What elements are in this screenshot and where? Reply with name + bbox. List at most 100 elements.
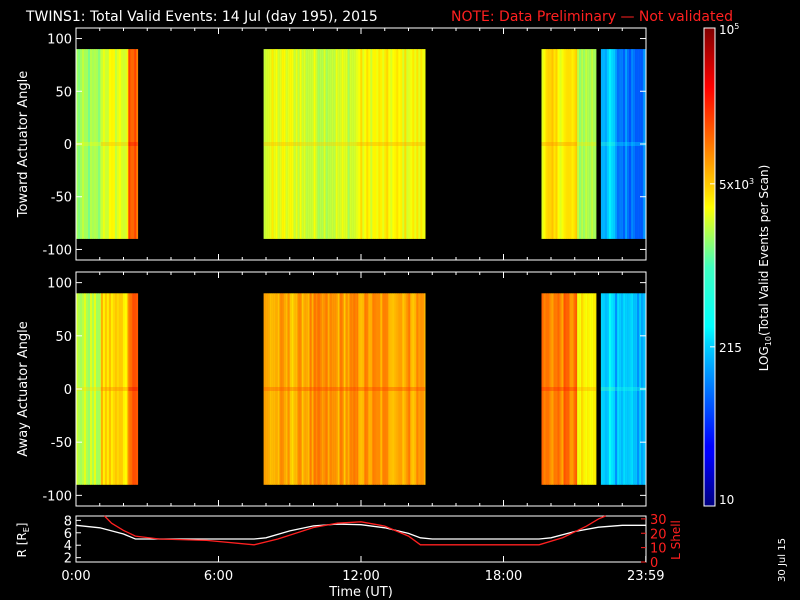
heatmap-cell — [311, 49, 314, 239]
heatmap-interval — [600, 49, 616, 239]
heatmap-cell — [619, 49, 622, 239]
heatmap-cell — [606, 49, 610, 239]
heatmap-cell — [604, 49, 608, 239]
heatmap-cell — [92, 293, 95, 485]
heatmap-cell — [390, 293, 393, 485]
heatmap-cell — [549, 49, 552, 239]
heatmap-cell — [610, 49, 614, 239]
heatmap-cell — [402, 49, 405, 239]
heatmap-cell — [90, 49, 93, 239]
heatmap-cell — [327, 293, 330, 485]
heatmap-cell — [102, 293, 106, 485]
heatmap-cell — [370, 293, 373, 485]
heatmap-cell — [400, 49, 403, 239]
heatmap-cell — [625, 293, 628, 485]
heatmap-cell — [370, 49, 373, 239]
heatmap-cell — [416, 293, 419, 485]
heatmap-cell — [118, 293, 122, 485]
heatmap-cell — [84, 293, 87, 485]
heatmap-cell — [325, 49, 328, 239]
left-tick-label: 6 — [64, 527, 72, 542]
heatmap-cell — [386, 293, 389, 485]
heatmap-cell — [635, 49, 638, 239]
heatmap-cell — [358, 293, 361, 485]
heatmap-cell — [355, 293, 357, 485]
heatmap-cell — [623, 49, 626, 239]
heatmap-cell — [345, 49, 348, 239]
heatmap-cell — [267, 293, 270, 485]
heatmap-cell — [571, 49, 574, 239]
heatmap-cell — [587, 49, 590, 239]
heatmap-cell — [390, 49, 393, 239]
away-heatmap — [76, 293, 646, 485]
heatmap-cell — [420, 49, 423, 239]
heatmap-cell — [585, 293, 588, 485]
heatmap-cell — [114, 293, 118, 485]
heatmap-cell — [366, 49, 369, 239]
heatmap-cell — [424, 293, 426, 485]
heatmap-cell — [583, 49, 586, 239]
heatmap-cell — [329, 293, 332, 485]
heatmap-cell — [303, 293, 306, 485]
y-tick-label: -100 — [42, 489, 72, 504]
heatmap-cell — [319, 49, 322, 239]
heatmap-cell — [615, 49, 618, 239]
heatmap-cell — [589, 49, 592, 239]
heatmap-interval — [577, 49, 597, 239]
x-tick-label: 23:59 — [627, 569, 664, 584]
heatmap-cell — [612, 293, 616, 485]
heatmap-cell — [561, 49, 564, 239]
heatmap-cell — [108, 49, 112, 239]
heatmap-cell — [108, 293, 112, 485]
zero-angle-band — [600, 387, 616, 391]
heatmap-cell — [337, 49, 340, 239]
zero-angle-band — [541, 387, 578, 391]
orbit-x-ticks: 0:00 6:00 12:00 18:00 23:59 — [61, 556, 664, 584]
heatmap-cell — [339, 293, 342, 485]
orbit-right-label: L Shell — [669, 520, 683, 560]
heatmap-cell — [341, 293, 344, 485]
heatmap-cell — [275, 293, 278, 485]
heatmap-cell — [265, 293, 268, 485]
heatmap-cell — [364, 293, 367, 485]
heatmap-cell — [631, 293, 634, 485]
heatmap-cell — [577, 293, 580, 485]
toward-heatmap — [76, 49, 646, 239]
orbit-lines — [75, 515, 646, 546]
heatmap-cell — [422, 49, 425, 239]
zero-angle-band — [301, 142, 357, 146]
heatmap-cell — [353, 49, 356, 239]
y-tick-label: -50 — [51, 191, 72, 206]
heatmap-cell — [557, 293, 560, 485]
heatmap-cell — [424, 49, 426, 239]
heatmap-cell — [112, 293, 116, 485]
heatmap-cell — [555, 49, 558, 239]
heatmap-cell — [376, 293, 379, 485]
date-stamp: 30 Jul 15 — [777, 538, 788, 582]
heatmap-cell — [130, 293, 133, 485]
heatmap-cell — [283, 293, 286, 485]
right-tick-label: 0 — [650, 556, 658, 571]
heatmap-cell — [612, 49, 616, 239]
heatmap-cell — [565, 49, 568, 239]
heatmap-cell — [301, 49, 304, 239]
colorbar-tick-exponent: 5 — [734, 22, 739, 31]
heatmap-cell — [561, 293, 564, 485]
heatmap-cell — [545, 49, 548, 239]
heatmap-cell — [378, 49, 381, 239]
chart-title: TWINS1: Total Valid Events: 14 Jul (day … — [25, 9, 378, 25]
heatmap-cell — [295, 293, 298, 485]
heatmap-cell — [277, 49, 280, 239]
heatmap-cell — [619, 293, 622, 485]
heatmap-cell — [412, 293, 415, 485]
heatmap-cell — [559, 49, 562, 239]
right-tick-label: 30 — [650, 513, 667, 528]
heatmap-cell — [591, 49, 594, 239]
heatmap-cell — [392, 49, 395, 239]
heatmap-cell — [629, 293, 632, 485]
heatmap-cell — [333, 293, 336, 485]
heatmap-cell — [347, 49, 350, 239]
heatmap-cell — [602, 49, 606, 239]
heatmap-cell — [587, 293, 590, 485]
heatmap-cell — [368, 293, 371, 485]
